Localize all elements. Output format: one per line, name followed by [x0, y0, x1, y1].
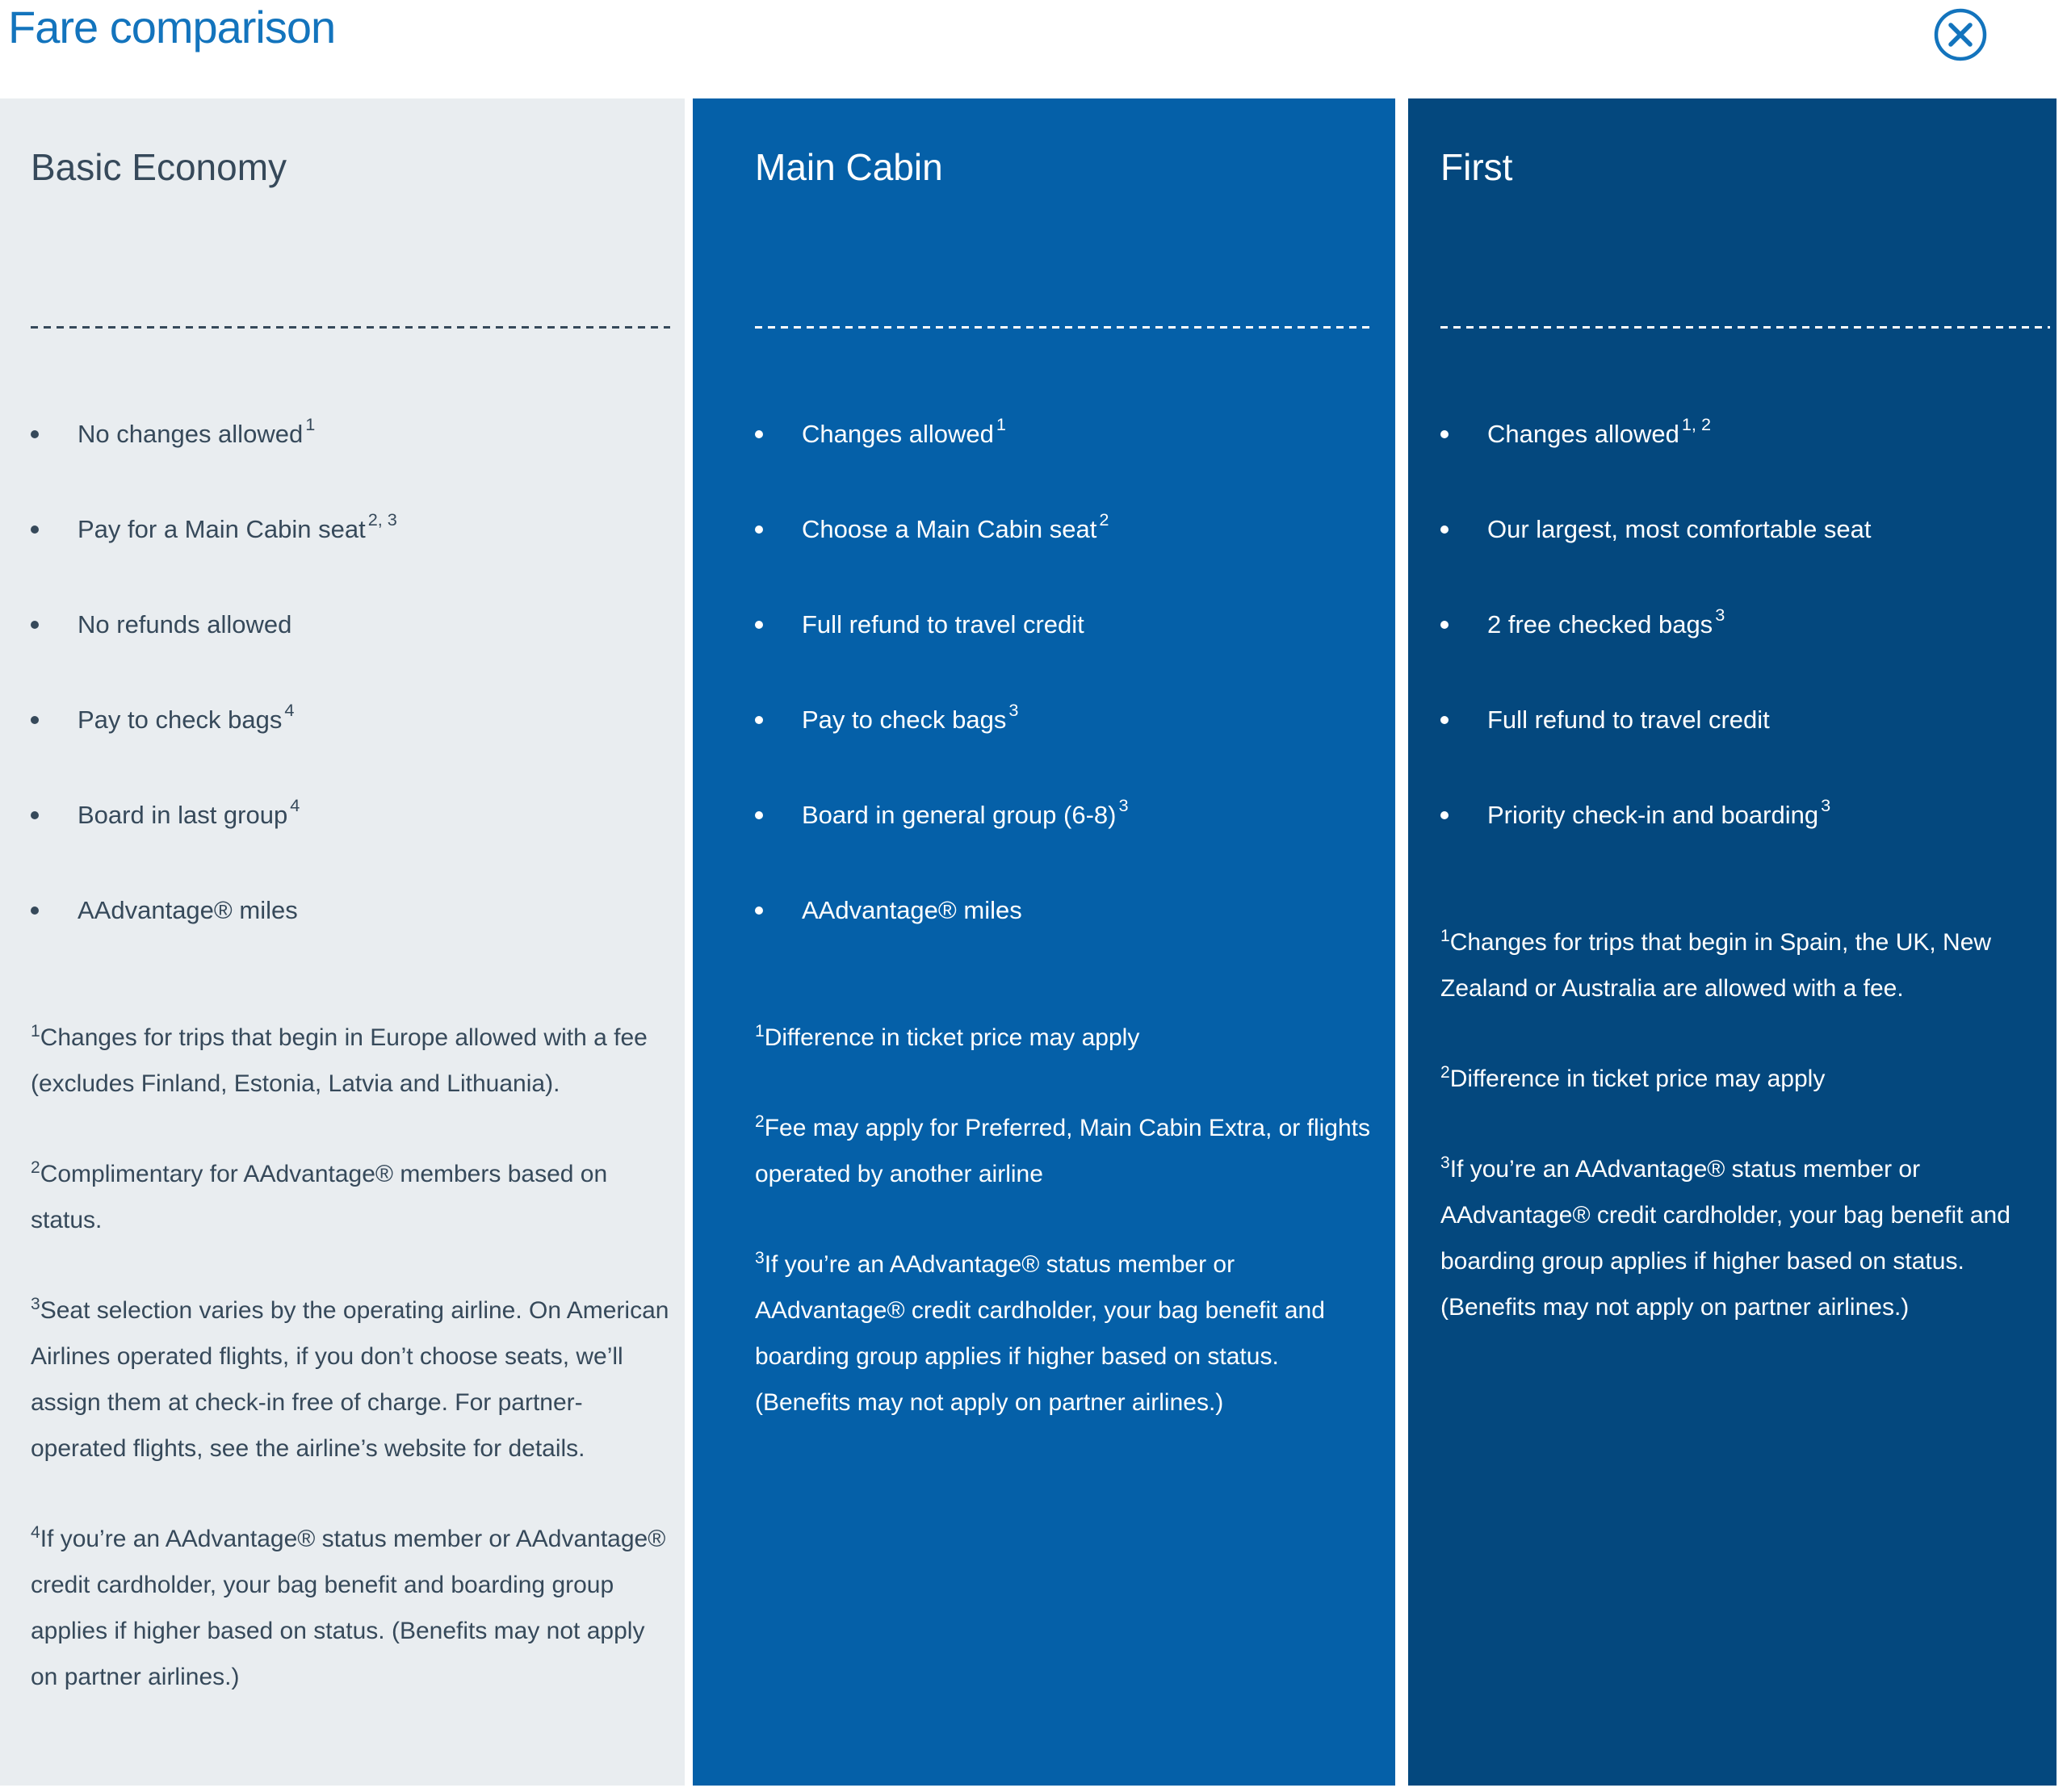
feature-item: Full refund to travel credit [755, 577, 1375, 672]
close-button[interactable] [1932, 6, 1989, 63]
bullet-icon [1440, 525, 1449, 534]
bullet-icon [755, 716, 763, 725]
bullet-icon [1440, 716, 1449, 725]
feature-list: No changes allowed 1 Pay for a Main Cabin… [31, 387, 670, 958]
bullet-icon [31, 525, 39, 534]
feature-item: No refunds allowed [31, 577, 670, 672]
column-title-main-cabin: Main Cabin [755, 146, 943, 188]
footnote: 4If you’re an AAdvantage® status member … [31, 1523, 666, 1691]
fare-columns: Basic Economy No changes allowed 1 Pay fo… [0, 98, 2067, 1786]
feature-list: Changes allowed 1 Choose a Main Cabin sea… [755, 387, 1375, 958]
modal-header: Fare comparison [0, 0, 2067, 61]
close-icon [1934, 8, 1987, 61]
bullet-icon [755, 906, 763, 915]
footnote: 2Complimentary for AAdvantage® members b… [31, 1158, 608, 1234]
feature-item: 2 free checked bags 3 [1440, 577, 2050, 672]
bullet-icon [755, 525, 763, 534]
bullet-icon [1440, 811, 1449, 820]
footnote: 3Seat selection varies by the operating … [31, 1295, 669, 1463]
feature-item: Pay to check bags 3 [755, 672, 1375, 768]
column-title-first: First [1440, 146, 1513, 188]
feature-item: Board in general group (6-8) 3 [755, 768, 1375, 863]
footnotes: 1Changes for trips that begin in Spain, … [1440, 919, 2050, 1330]
bullet-icon [755, 621, 763, 630]
bullet-icon [755, 811, 763, 820]
feature-item: Pay for a Main Cabin seat 2, 3 [31, 482, 670, 577]
column-main-cabin: Main Cabin Changes allowed 1 Choose a Mai… [693, 98, 1395, 1786]
bullet-icon [1440, 621, 1449, 630]
footnote: 1Changes for trips that begin in Europe … [31, 1022, 648, 1098]
bullet-icon [31, 811, 39, 820]
bullet-icon [755, 430, 763, 439]
feature-item: AAdvantage® miles [31, 863, 670, 958]
footnote: 1Changes for trips that begin in Spain, … [1440, 927, 1992, 1003]
feature-item: Pay to check bags 4 [31, 672, 670, 768]
footnote: 2Fee may apply for Preferred, Main Cabin… [755, 1112, 1370, 1188]
feature-item: Board in last group 4 [31, 768, 670, 863]
footnote: 1Difference in ticket price may apply [755, 1022, 1140, 1052]
dashed-separator [755, 326, 1375, 329]
feature-item: Our largest, most comfortable seat [1440, 482, 2050, 577]
footnote: 3If you’re an AAdvantage® status member … [755, 1249, 1325, 1417]
bullet-icon [31, 716, 39, 725]
dashed-separator [1440, 326, 2050, 329]
feature-item: Full refund to travel credit [1440, 672, 2050, 768]
column-first: First Changes allowed 1, 2 Our largest, m… [1408, 98, 2057, 1786]
column-title-basic-economy: Basic Economy [31, 146, 287, 188]
bullet-icon [31, 906, 39, 915]
feature-item: Changes allowed 1 [755, 387, 1375, 482]
page-title: Fare comparison [8, 2, 336, 52]
footnotes: 1Changes for trips that begin in Europe … [31, 1015, 670, 1700]
bullet-icon [31, 430, 39, 439]
feature-list: Changes allowed 1, 2 Our largest, most co… [1440, 387, 2050, 863]
feature-item: AAdvantage® miles [755, 863, 1375, 958]
dashed-separator [31, 326, 670, 329]
footnote: 3If you’re an AAdvantage® status member … [1440, 1153, 2010, 1321]
feature-item: No changes allowed 1 [31, 387, 670, 482]
feature-item: Priority check-in and boarding 3 [1440, 768, 2050, 863]
column-basic-economy: Basic Economy No changes allowed 1 Pay fo… [0, 98, 685, 1786]
bullet-icon [31, 621, 39, 630]
bullet-icon [1440, 430, 1449, 439]
feature-item: Changes allowed 1, 2 [1440, 387, 2050, 482]
footnote: 2Difference in ticket price may apply [1440, 1063, 1826, 1093]
feature-item: Choose a Main Cabin seat 2 [755, 482, 1375, 577]
footnotes: 1Difference in ticket price may apply 2F… [755, 1015, 1375, 1426]
